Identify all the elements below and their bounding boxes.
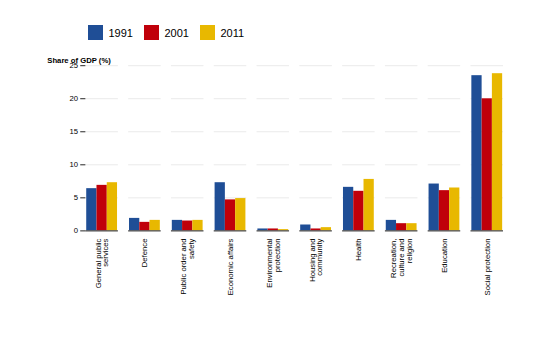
- svg-text:Defence: Defence: [140, 238, 149, 267]
- svg-text:10: 10: [70, 160, 79, 169]
- svg-text:Health: Health: [354, 238, 363, 260]
- svg-text:Social protection: Social protection: [483, 238, 492, 295]
- html-text:2001: 2001: [164, 26, 189, 39]
- svg-text:Recreation,culture andreligion: Recreation,culture andreligion: [389, 238, 413, 277]
- svg-text:Public order andsafety: Public order andsafety: [179, 238, 196, 294]
- svg-text:25: 25: [69, 60, 79, 70]
- svg-text:Economic affairs: Economic affairs: [226, 238, 235, 295]
- svg-text:Share of GDP (%): Share of GDP (%): [47, 56, 111, 65]
- svg-text:5: 5: [74, 193, 78, 202]
- html-text:2011: 2011: [220, 26, 245, 39]
- svg-text:20: 20: [70, 94, 79, 103]
- svg-text:Education: Education: [440, 238, 449, 272]
- svg-text:Environmentalprotection: Environmentalprotection: [265, 238, 282, 287]
- svg-text:Housing andcommunity: Housing andcommunity: [308, 238, 325, 281]
- svg-text:0: 0: [74, 226, 78, 235]
- svg-text:15: 15: [70, 127, 79, 136]
- html-text:1991: 1991: [108, 26, 133, 39]
- svg-text:General publicservices: General publicservices: [94, 238, 111, 288]
